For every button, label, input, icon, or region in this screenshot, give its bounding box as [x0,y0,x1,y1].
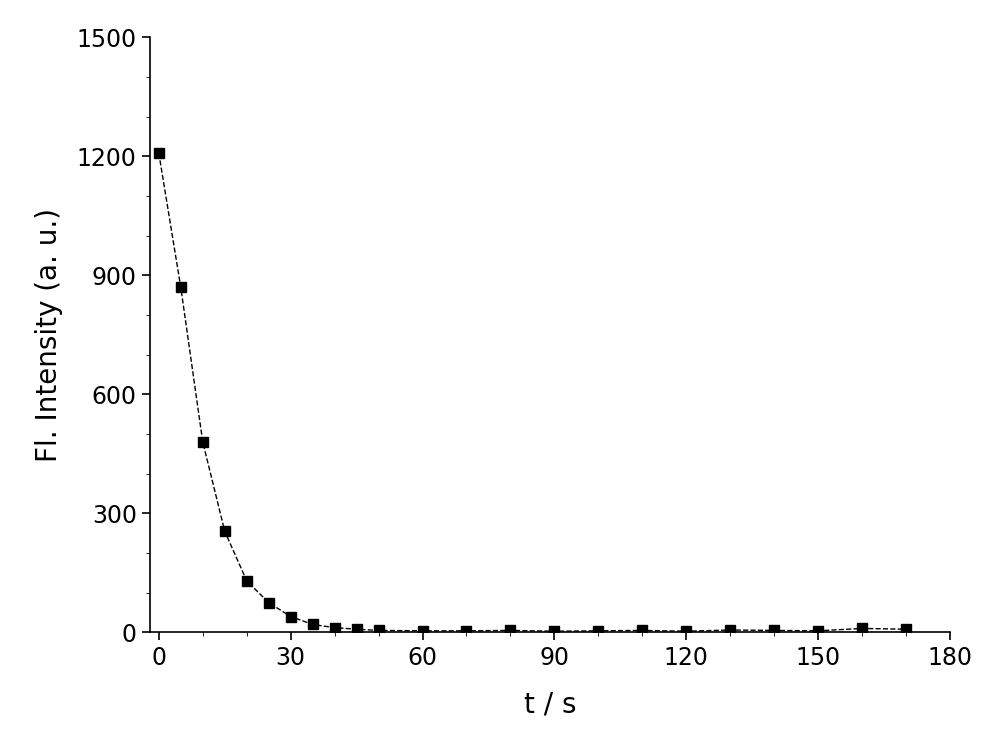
X-axis label: t / s: t / s [524,690,576,719]
Y-axis label: Fl. Intensity (a. u.): Fl. Intensity (a. u.) [35,208,63,462]
